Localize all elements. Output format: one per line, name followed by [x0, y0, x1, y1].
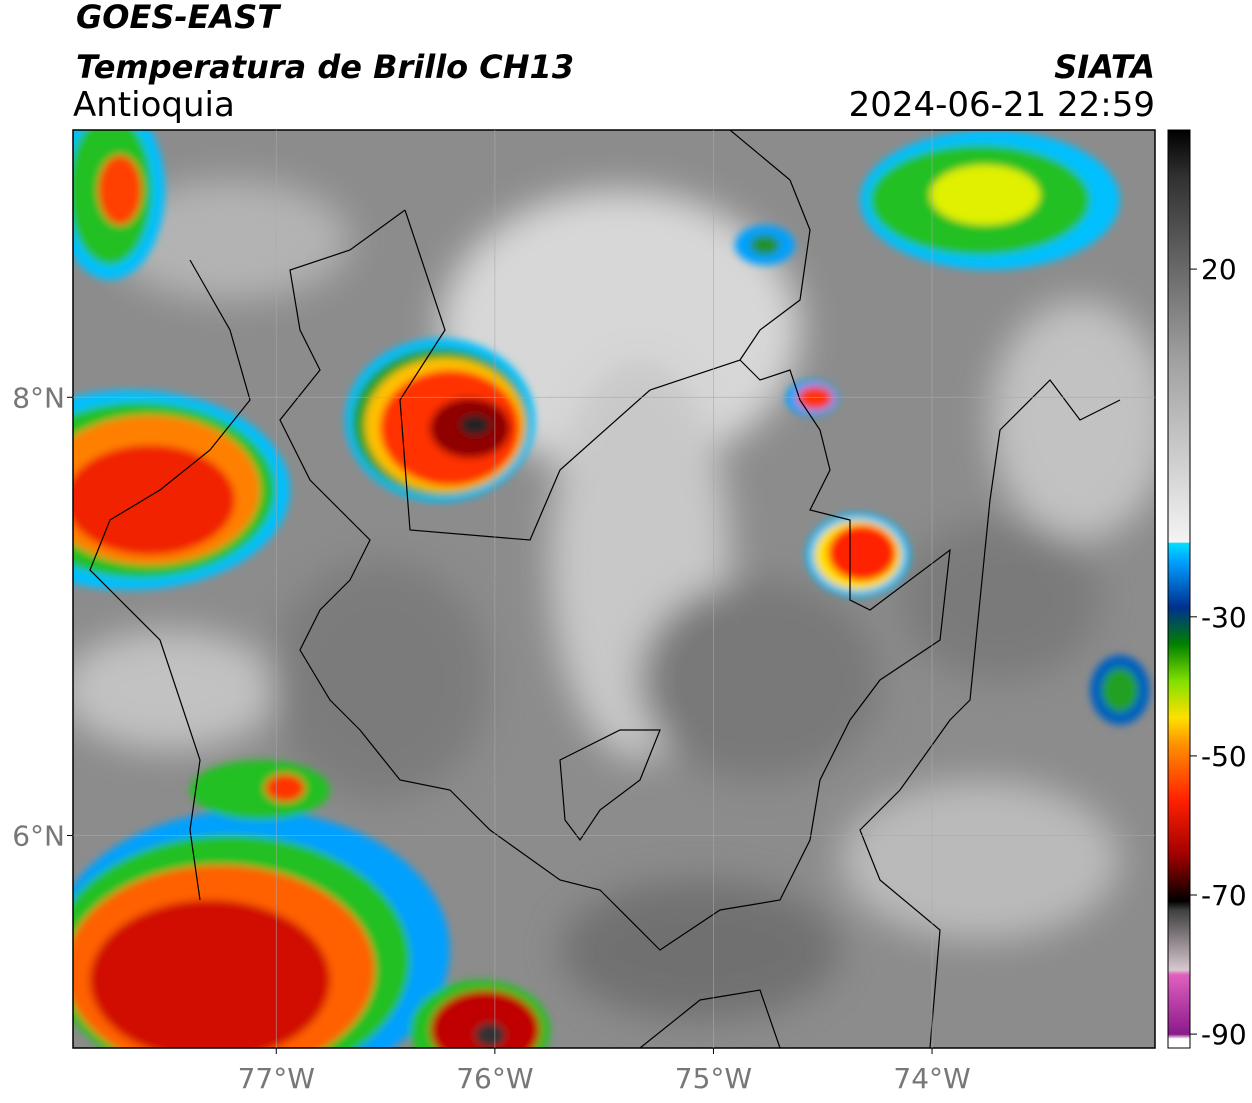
region-label: Antioquia	[73, 85, 235, 125]
colorbar	[1167, 129, 1191, 1049]
colorbar-tick-label: 20	[1201, 253, 1237, 286]
x-tick-label: 77°W	[238, 1062, 315, 1095]
map-frame	[72, 129, 1156, 1049]
y-tick-label: 6°N	[12, 819, 65, 852]
y-tick-label: 8°N	[12, 381, 65, 414]
x-tick-label: 75°W	[675, 1062, 752, 1095]
x-tick-label: 76°W	[456, 1062, 533, 1095]
title: GOES-EAST	[76, 0, 281, 36]
satellite-image	[73, 130, 1155, 1048]
x-tick-label: 74°W	[893, 1062, 970, 1095]
timestamp: 2024-06-21 22:59	[849, 85, 1155, 125]
source-label: SIATA	[1054, 48, 1155, 86]
colorbar-tick-label: -90	[1201, 1018, 1247, 1051]
colorbar-tick-label: -30	[1201, 601, 1247, 634]
colorbar-tick-label: -50	[1201, 740, 1247, 773]
boundaries	[89, 130, 1121, 1048]
subtitle: Temperatura de Brillo CH13	[76, 48, 574, 86]
colorbar-tick-label: -70	[1201, 879, 1247, 912]
